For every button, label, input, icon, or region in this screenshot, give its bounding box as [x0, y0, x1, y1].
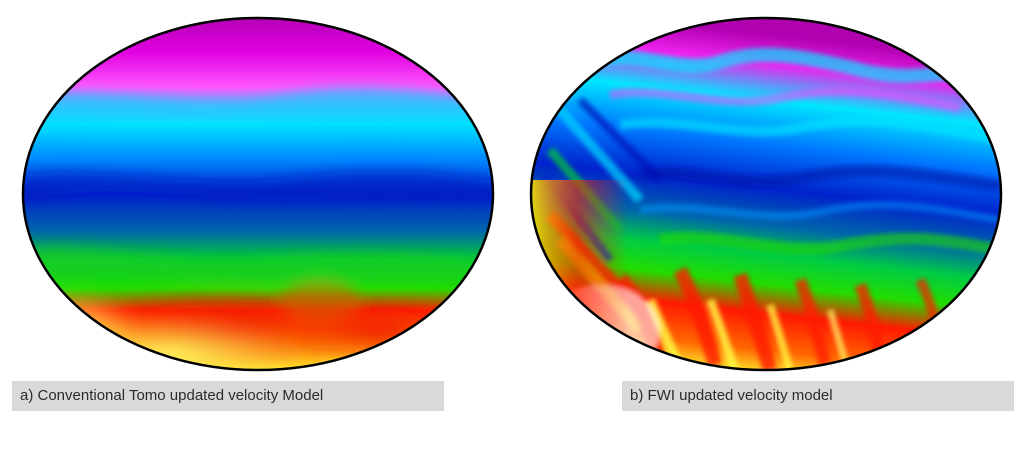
- panel-b-outline: [529, 16, 1003, 372]
- panel-a-image: [23, 18, 493, 370]
- caption-panel-b: b) FWI updated velocity model: [622, 381, 1014, 411]
- caption-panel-a: a) Conventional Tomo updated velocity Mo…: [12, 381, 444, 411]
- panel-a-outline: [21, 16, 495, 372]
